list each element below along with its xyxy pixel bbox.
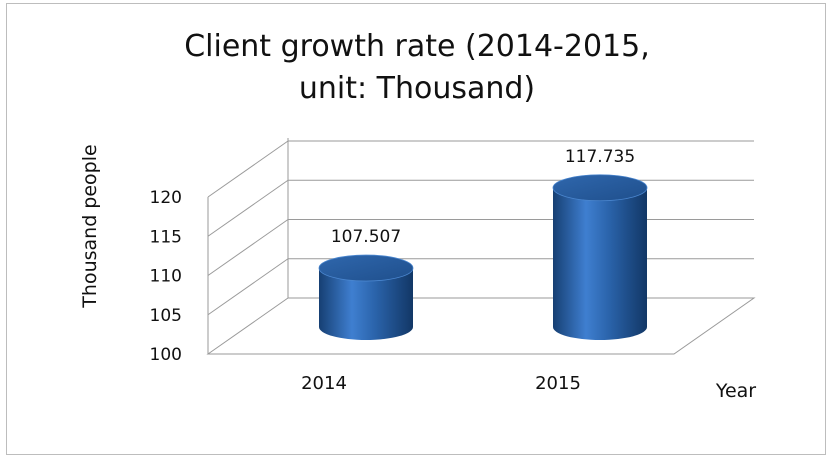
y-tick-label: 115 xyxy=(150,227,182,247)
x-tick-label-2015: 2015 xyxy=(535,373,581,394)
bar-top xyxy=(318,254,414,282)
y-tick-label: 105 xyxy=(150,306,182,326)
gridlines xyxy=(207,140,754,316)
x-axis-label: Year xyxy=(715,380,756,402)
y-tick-label: 110 xyxy=(150,267,182,287)
y-axis-ticks: 100 105 110 115 120 xyxy=(150,188,182,365)
chart-floor xyxy=(206,297,756,355)
y-tick-label: 120 xyxy=(150,188,182,208)
gridline-side xyxy=(207,219,289,276)
data-label-2015: 117.735 xyxy=(565,147,635,167)
chart-title: Client growth rate (2014-2015, unit: Tho… xyxy=(0,26,834,110)
bar-2015 xyxy=(552,174,648,340)
x-tick-label-2014: 2014 xyxy=(301,373,347,394)
chart-title-line-1: Client growth rate (2014-2015, xyxy=(184,29,650,64)
gridline-side xyxy=(207,140,289,198)
bar-body xyxy=(319,268,413,340)
bars xyxy=(318,174,648,340)
data-label-2014: 107.507 xyxy=(331,227,401,247)
gridline-side xyxy=(207,179,289,237)
bar-top xyxy=(552,174,648,202)
bar-body xyxy=(553,187,647,340)
gridline-side xyxy=(207,258,289,316)
x-axis-ticks: 2014 2015 xyxy=(301,373,581,394)
y-axis-label: Thousand people xyxy=(79,144,101,308)
y-tick-label: 100 xyxy=(150,345,182,365)
chart-walls xyxy=(206,138,756,355)
chart-frame xyxy=(6,3,826,455)
bar-2014 xyxy=(318,254,414,340)
chart-title-line-2: unit: Thousand) xyxy=(298,71,536,106)
data-labels: 107.507 117.735 xyxy=(331,147,635,247)
